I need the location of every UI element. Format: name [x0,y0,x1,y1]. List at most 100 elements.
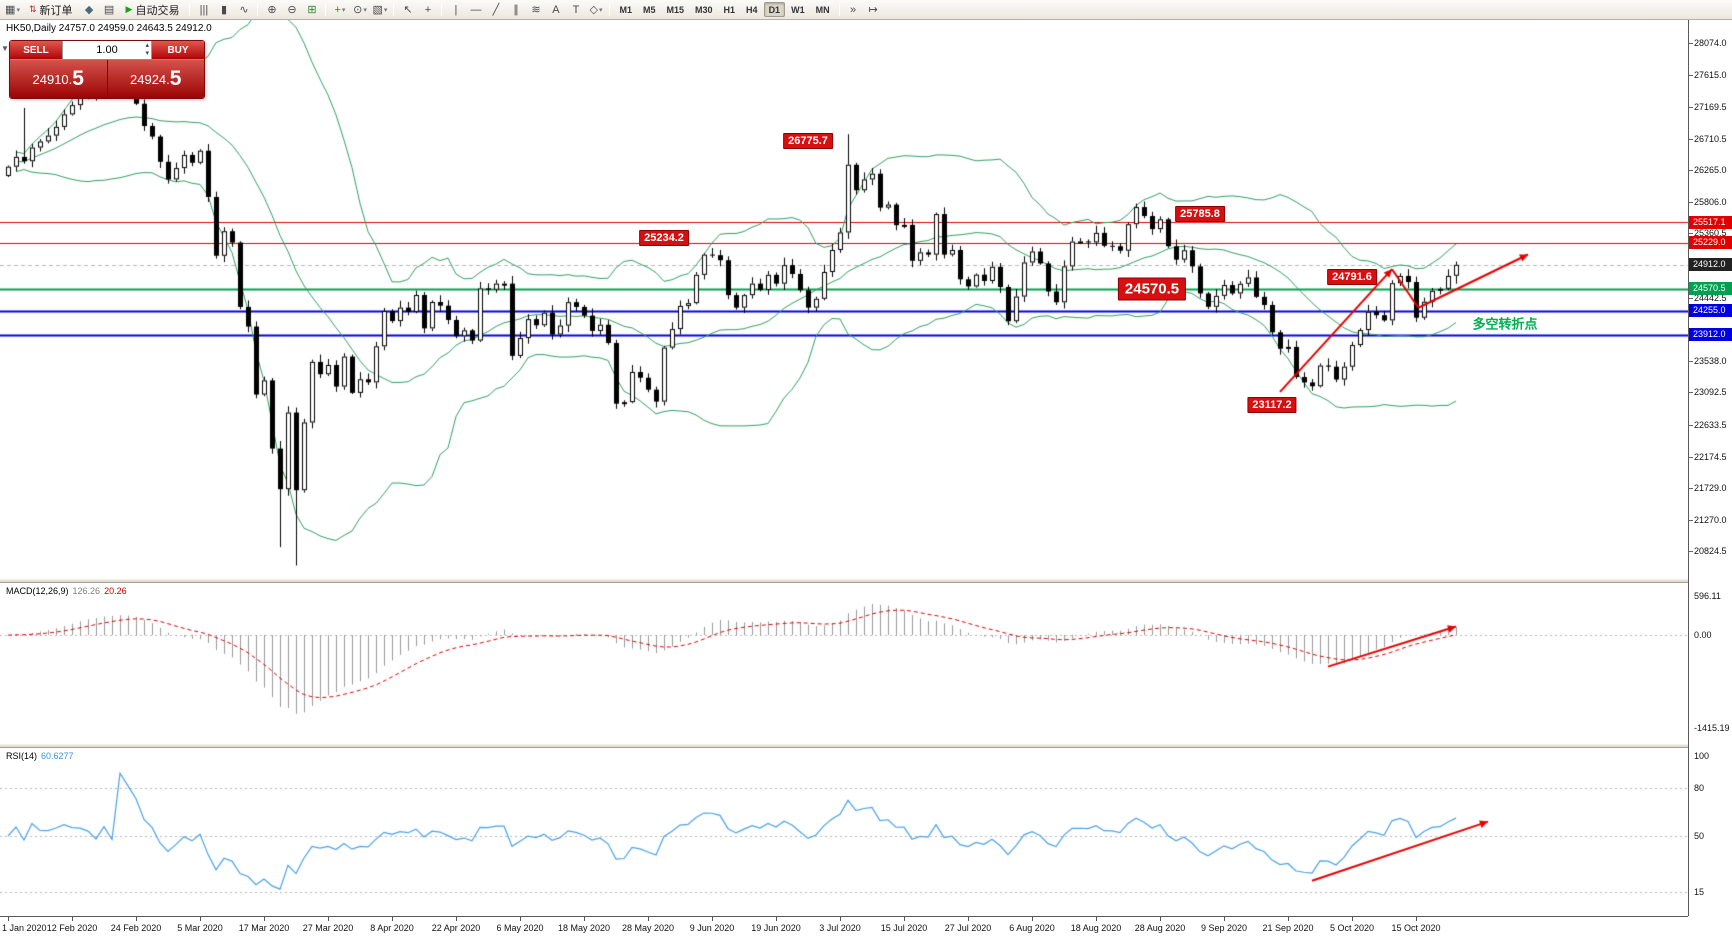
bar-chart-icon: ||| [199,3,209,16]
timeframe-m5-button[interactable]: M5 [638,2,661,17]
date-tick-mark [584,917,585,921]
timeframe-w1-button[interactable]: W1 [786,2,810,17]
price-tick-label: 20824.5 [1694,546,1727,557]
date-label: 28 May 2020 [621,923,675,933]
auto-scroll-icon: » [850,3,857,16]
indicators-button[interactable]: + ▾ [330,1,349,18]
toolbar: ▦ ▾ ⇅ 新订单 ◆ ▤ ▶ 自动交易 ||| ▮ ∿ ⊕ ⊖ ⊞ + ▾ ⊙ ▾ ▧ ▾ ↖ + | — ╱ ∥ ≋ A T ◇ ▾ M1… [0,0,1732,20]
price-tick-label: 24442.5 [1694,292,1727,303]
date-tick-mark [840,917,841,921]
timeframe-d1-button[interactable]: D1 [763,2,786,17]
rsi-axis-label: 80 [1694,783,1705,793]
price-tick-mark [1689,106,1693,108]
panel-splitter-rsi[interactable] [0,743,1732,748]
arrows-objects-icon: ◇ [589,4,598,16]
text-button[interactable]: A [546,1,565,18]
date-label: 22 Apr 2020 [431,923,481,933]
price-axis[interactable]: 28074.0 27615.0 27169.5 26710.5 26265.0 25806… [1688,20,1732,916]
time-axis[interactable]: 1 Jan 2020 12 Feb 2020 24 Feb 2020 5 Mar 20… [0,916,1688,947]
equidistant-channel-button[interactable]: ∥ [506,1,525,18]
new-chart-button[interactable]: ▦ ▾ [3,1,22,18]
date-tick-mark [8,917,9,921]
fibonacci-retracement-button[interactable]: ≋ [526,1,545,18]
date-label: 5 Oct 2020 [1329,923,1375,933]
autotrading-icon: ▶ [125,4,133,14]
text-label-icon: T [572,3,580,16]
timeframe-h4-button[interactable]: H4 [741,2,763,17]
date-label: 5 Mar 2020 [177,923,223,933]
macd-axis-label: -1415.19 [1694,723,1730,734]
price-tick-mark [1689,361,1693,363]
date-label: 24 Feb 2020 [110,923,162,933]
timeframe-h1-button[interactable]: H1 [719,2,741,17]
toolbar-separator [441,3,443,16]
candlestick-chart-button[interactable]: ▮ [214,1,233,18]
tile-windows-button[interactable]: ⊞ [302,1,321,18]
price-tick-label: 23092.5 [1694,387,1727,398]
date-label: 21 Sep 2020 [1262,923,1314,933]
date-tick-mark [456,917,457,921]
market-watch-button[interactable]: ◆ [80,1,99,18]
timeframe-mn-button[interactable]: MN [811,2,835,17]
buy-price-button[interactable]: 24924. 5 [107,60,204,98]
cursor-button[interactable]: ↖ [398,1,417,18]
timeframe-m15-button[interactable]: M15 [662,2,690,17]
zoom-in-icon: ⊕ [267,4,277,16]
date-label: 9 Jun 2020 [689,923,735,933]
macd-panel-canvas[interactable] [0,583,1688,743]
new-order-button[interactable]: ⇅ 新订单 [23,1,79,18]
volume-down-icon[interactable]: ▾ [145,50,149,57]
timeframe-m1-button[interactable]: M1 [614,2,637,17]
price-tick-label: 25360.5 [1694,228,1727,239]
toolbar-separator [393,3,395,16]
timeframe-m30-button[interactable]: M30 [690,2,718,17]
macd-axis-label: 0.00 [1694,630,1712,641]
auto-scroll-button[interactable]: » [844,1,863,18]
buy-button[interactable]: BUY [152,41,204,59]
chart-shift-button[interactable]: ↦ [864,1,883,18]
cursor-icon: ↖ [403,4,413,16]
horizontal-line-button[interactable]: — [466,1,485,18]
crosshair-button[interactable]: + [418,1,437,18]
price-tick-label: 27169.5 [1694,101,1727,112]
toolbar-separator [609,3,611,16]
rsi-axis-label: 50 [1694,831,1705,841]
one-click-collapse-icon[interactable]: ▼ [1,44,9,53]
price-marker-25517.1: 25517.1 [1689,215,1732,229]
volume-spinner[interactable]: ▴ ▾ [145,42,149,58]
horizontal-line-icon: — [470,3,482,16]
vertical-line-icon: | [454,3,458,16]
price-tick-mark [1689,456,1693,458]
autotrading-button[interactable]: ▶ 自动交易 [120,1,186,18]
vertical-line-button[interactable]: | [446,1,465,18]
zoom-in-button[interactable]: ⊕ [262,1,281,18]
crosshair-icon: + [424,3,432,16]
trendline-button[interactable]: ╱ [486,1,505,18]
sell-button[interactable]: SELL [10,41,62,59]
volume-field[interactable]: 1.00 ▴ ▾ [62,41,152,59]
price-tick-label: 27615.0 [1694,70,1727,81]
data-window-button[interactable]: ▤ [100,1,119,18]
dropdown-caret-icon: ▾ [341,6,346,14]
sell-price-button[interactable]: 24910. 5 [10,60,108,98]
rsi-panel-canvas[interactable] [0,748,1688,916]
text-label-button[interactable]: T [566,1,585,18]
date-label: 27 Jul 2020 [944,923,992,933]
price-chart-canvas[interactable] [0,20,1688,578]
toolbar-separator [189,3,191,16]
date-tick-mark [136,917,137,921]
volume-up-icon[interactable]: ▴ [145,42,149,49]
templates-button[interactable]: ▧ ▾ [370,1,389,18]
toolbar-separator [257,3,259,16]
zoom-out-button[interactable]: ⊖ [282,1,301,18]
price-tick-label: 26265.0 [1694,164,1727,175]
date-label: 6 May 2020 [496,923,544,933]
bar-chart-button[interactable]: ||| [194,1,213,18]
symbol-ohlc-line: HK50,Daily 24757.0 24959.0 24643.5 24912… [6,23,212,34]
panel-splitter-macd[interactable] [0,578,1732,583]
arrows-objects-button[interactable]: ◇ ▾ [586,1,605,18]
date-tick-mark [520,917,521,921]
line-chart-button[interactable]: ∿ [234,1,253,18]
periods-button[interactable]: ⊙ ▾ [350,1,369,18]
